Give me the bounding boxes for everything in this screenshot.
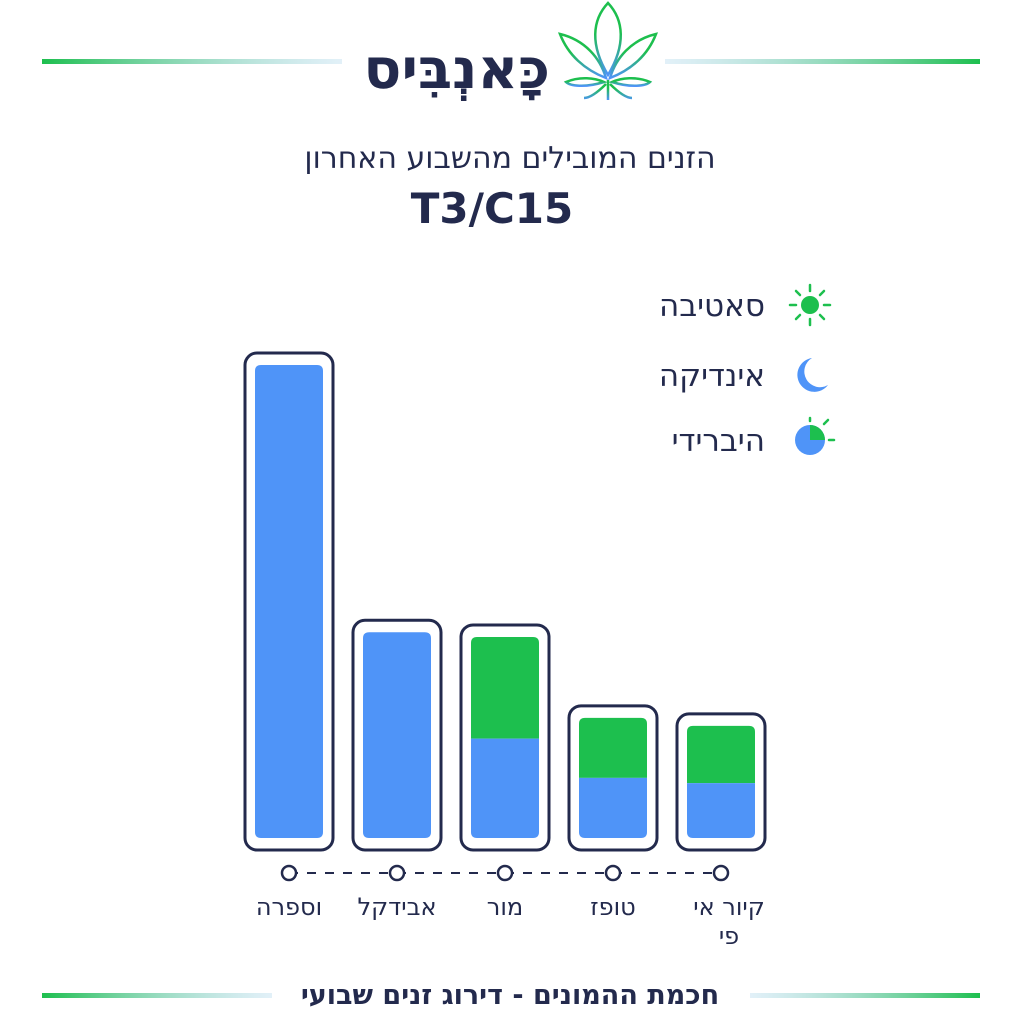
- chart-subtitle: T3/C15: [411, 184, 573, 233]
- timeline-node: [280, 864, 298, 882]
- brand-name: כָּאנְבִּיס: [363, 37, 550, 102]
- category-label: פי: [719, 922, 739, 950]
- footer-line-right: [750, 993, 980, 998]
- category-label: וספרה: [256, 893, 322, 921]
- timeline-node: [604, 864, 622, 882]
- hybrid-sun-moon-icon: [795, 416, 836, 455]
- category-label: קיור אי: [693, 893, 765, 921]
- bar-indica: [471, 738, 539, 838]
- bar-sativa: [471, 636, 539, 739]
- legend-label-hybrid: היברידי: [672, 423, 765, 459]
- header-line-right: [665, 59, 980, 64]
- bar-indica: [687, 783, 755, 838]
- bars: [243, 351, 767, 852]
- legend-label-indica: אינדיקה: [659, 358, 765, 394]
- bar-frame: [351, 618, 443, 852]
- bar-frame: [243, 351, 335, 852]
- category-label: טופז: [590, 893, 635, 921]
- header-line-left: [42, 59, 342, 64]
- timeline-node: [388, 864, 406, 882]
- bar-sativa: [687, 725, 755, 784]
- legend-label-sativa: סאטיבה: [659, 288, 765, 324]
- sun-icon: [788, 283, 832, 327]
- chart-title: הזנים המובילים מהשבוע האחרון: [304, 141, 715, 176]
- footer-text: חכמת ההמונים - דירוג זנים שבועי: [301, 980, 719, 1011]
- timeline-node: [496, 864, 514, 882]
- category-label: מור: [487, 893, 523, 921]
- bar-frame: [459, 623, 551, 852]
- timeline-node: [712, 864, 730, 882]
- bar-frame: [567, 704, 659, 852]
- legend: סאטיבה אינדיקה היברידי: [659, 283, 836, 459]
- cannabis-leaf-logo: [557, 1, 659, 100]
- moon-icon: [797, 358, 828, 392]
- category-label: אבידקל: [357, 893, 436, 921]
- bar-frame: [675, 712, 767, 852]
- bar-indica: [255, 365, 323, 838]
- bar-sativa: [579, 717, 647, 778]
- footer-line-left: [42, 993, 272, 998]
- bar-indica: [579, 777, 647, 838]
- bar-indica: [363, 632, 431, 838]
